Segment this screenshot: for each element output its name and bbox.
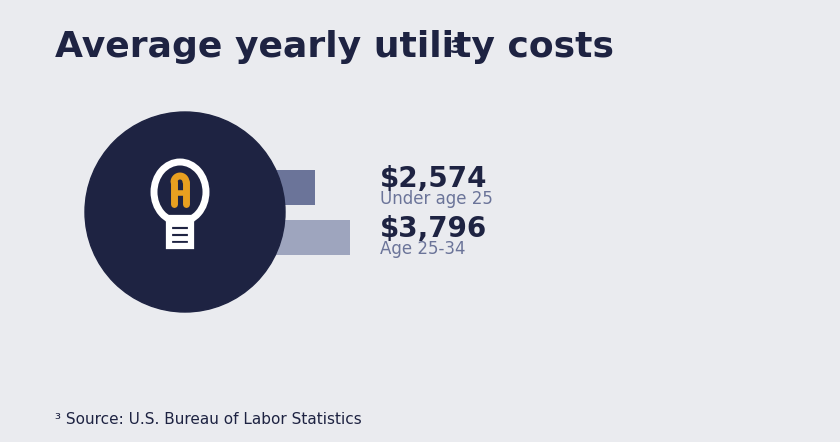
Text: $2,574: $2,574 <box>380 165 487 193</box>
Text: Age 25-34: Age 25-34 <box>380 240 465 258</box>
Text: Average yearly utility costs: Average yearly utility costs <box>55 30 614 64</box>
Circle shape <box>85 112 285 312</box>
Bar <box>169 218 191 246</box>
Bar <box>175 220 350 255</box>
Text: Under age 25: Under age 25 <box>380 190 493 208</box>
Bar <box>175 169 315 205</box>
Text: 3: 3 <box>450 39 463 57</box>
Text: ³ Source: U.S. Bureau of Labor Statistics: ³ Source: U.S. Bureau of Labor Statistic… <box>55 412 362 427</box>
Text: $3,796: $3,796 <box>380 215 487 243</box>
